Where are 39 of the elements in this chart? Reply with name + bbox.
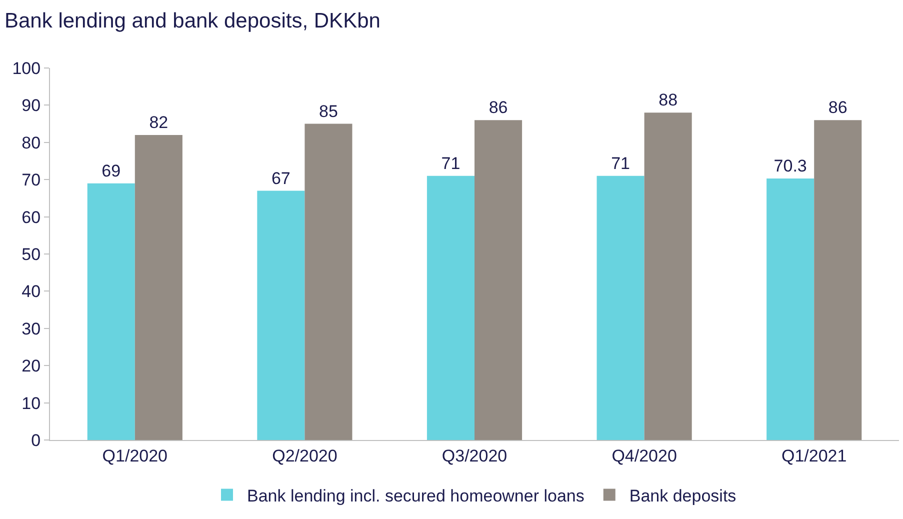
bar	[596, 176, 644, 440]
data-label: 86	[828, 98, 848, 118]
bar	[304, 124, 352, 440]
x-tick-label: Q3/2020	[442, 446, 508, 466]
data-label: 67	[271, 168, 290, 188]
legend-label: Bank deposits	[629, 486, 736, 506]
data-label: 82	[149, 112, 168, 132]
bar	[644, 112, 692, 440]
data-label: 70.3	[774, 156, 807, 176]
y-tick-label: 80	[22, 133, 41, 152]
x-tick-label: Q2/2020	[272, 446, 338, 466]
bar	[766, 178, 814, 440]
bar	[814, 120, 862, 440]
data-label: 85	[319, 102, 338, 121]
x-tick-label: Q1/2021	[781, 446, 847, 466]
legend-label: Bank lending incl. secured homeowner loans	[247, 486, 584, 506]
y-tick-label: 60	[22, 208, 41, 227]
bar	[134, 134, 182, 440]
y-tick-label: 20	[22, 356, 41, 376]
y-tick-label: 90	[22, 96, 41, 116]
bar	[257, 190, 305, 440]
y-tick-label: 0	[31, 430, 41, 450]
y-tick-label: 50	[22, 244, 41, 264]
data-label: 71	[441, 154, 460, 173]
bar	[474, 120, 522, 440]
chart-title: Bank lending and bank deposits, DKKbn	[4, 10, 380, 33]
y-tick-label: 70	[22, 170, 41, 190]
y-tick-label: 100	[12, 58, 41, 78]
y-tick-label: 40	[22, 282, 41, 302]
bar	[87, 183, 135, 440]
bar	[426, 176, 474, 440]
data-label: 88	[658, 90, 678, 110]
data-label: 86	[488, 98, 508, 118]
data-label: 69	[102, 161, 121, 180]
data-label: 71	[611, 154, 630, 173]
y-tick-label: 10	[22, 394, 41, 413]
y-tick-label: 30	[22, 319, 41, 338]
x-tick-label: Q4/2020	[612, 446, 677, 466]
x-tick-label: Q1/2020	[102, 446, 168, 466]
